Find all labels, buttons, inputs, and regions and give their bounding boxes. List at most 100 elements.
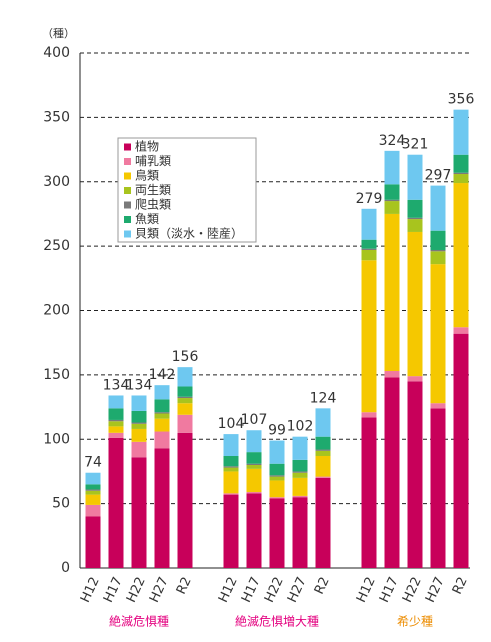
group-label: 希少種 — [397, 614, 433, 629]
bar-segment — [154, 448, 170, 568]
total-label: 356 — [448, 92, 475, 108]
total-label: 324 — [379, 133, 406, 149]
bar-segment — [292, 495, 308, 498]
bar-segment — [177, 367, 193, 387]
bar-segment — [108, 421, 124, 427]
bar-segment — [154, 412, 170, 414]
legend-swatch — [124, 172, 131, 180]
bar-segment — [315, 449, 331, 451]
bar-segment — [131, 441, 147, 458]
legend-label: 爬虫類 — [135, 198, 171, 212]
bar-segment — [131, 395, 147, 411]
y-tick-label: 300 — [43, 174, 70, 190]
total-label: 107 — [241, 412, 268, 428]
legend-label: 貝類（淡水・陸産） — [135, 226, 243, 241]
bar-segment — [430, 249, 446, 252]
bar-segment — [384, 199, 400, 202]
bar-segment — [131, 457, 147, 568]
bar-segment — [246, 463, 262, 465]
legend-box — [117, 137, 257, 243]
bar-segment — [384, 201, 400, 214]
bar-segment — [407, 231, 423, 377]
bar-segment — [453, 333, 469, 568]
bar-segment — [292, 477, 308, 496]
bar-segment — [430, 185, 446, 231]
total-label: 279 — [356, 191, 383, 207]
bar-segment — [453, 154, 469, 173]
bar-segment — [384, 371, 400, 378]
bar-segment — [315, 476, 331, 478]
legend-swatch — [124, 187, 131, 194]
x-tick-label: H27 — [423, 575, 448, 605]
bar-segment — [269, 475, 285, 477]
bar-segment — [223, 466, 239, 468]
group-label: 絶滅危惧増大種 — [235, 614, 319, 629]
bar-segment — [246, 468, 262, 493]
legend-label: 鳥類 — [135, 168, 159, 183]
bar-segment — [85, 489, 101, 491]
y-tick-label: 400 — [43, 45, 70, 61]
bar-segment — [269, 498, 285, 568]
legend-label: 哺乳類 — [135, 154, 171, 168]
bar-segment — [269, 440, 285, 464]
y-tick-label: 250 — [43, 238, 70, 254]
x-tick-label: H12 — [78, 575, 103, 605]
bar-segment — [223, 455, 239, 467]
bar-segment — [223, 467, 239, 472]
bar-segment — [269, 497, 285, 499]
legend-swatch — [124, 158, 131, 165]
bar-segment — [108, 432, 124, 438]
bar-segment — [177, 396, 193, 399]
x-tick-label: H22 — [124, 575, 149, 605]
bar-segment — [384, 184, 400, 200]
total-label: 124 — [310, 390, 337, 406]
total-label: 104 — [218, 416, 245, 432]
bar-segment — [430, 251, 446, 265]
bar-segment — [85, 494, 101, 505]
bar-segment — [131, 410, 147, 423]
bar-segment — [292, 436, 308, 460]
bar-segment — [131, 422, 147, 424]
bar-segment — [384, 213, 400, 372]
x-tick-label: R2 — [312, 575, 333, 597]
bar-segment — [85, 484, 101, 490]
bar-segment — [177, 386, 193, 397]
bar-segment — [177, 403, 193, 415]
total-label: 156 — [172, 349, 199, 365]
total-label: 99 — [268, 423, 286, 439]
bar-segment — [407, 199, 423, 218]
bar-segment — [246, 465, 262, 469]
bar-segment — [108, 395, 124, 409]
total-label: 74 — [84, 455, 102, 471]
bar-segment — [246, 492, 262, 494]
bar-segment — [177, 432, 193, 568]
bar-segment — [223, 434, 239, 456]
bar-segment — [315, 436, 331, 450]
bar-segment — [361, 412, 377, 418]
y-tick-label: 350 — [43, 109, 70, 125]
total-label: 134 — [126, 377, 153, 393]
bar-segment — [269, 463, 285, 476]
total-label: 134 — [103, 377, 130, 393]
bar-segment — [315, 477, 331, 568]
x-tick-label: R2 — [174, 575, 195, 597]
bar-segment — [292, 472, 308, 478]
x-tick-label: H22 — [400, 575, 425, 605]
bar-segment — [407, 217, 423, 220]
x-tick-label: H17 — [377, 575, 402, 605]
bar-segment — [384, 377, 400, 568]
bar-segment — [430, 264, 446, 404]
bar-segment — [269, 476, 285, 481]
bar-segment — [246, 430, 262, 453]
bar-segment — [154, 413, 170, 419]
x-tick-label: H12 — [216, 575, 241, 605]
bar-segment — [223, 471, 239, 494]
x-tick-label: H27 — [147, 575, 172, 605]
total-label: 142 — [149, 367, 176, 383]
y-tick-label: 100 — [43, 431, 70, 447]
bar-segment — [85, 516, 101, 568]
bar-segment — [361, 239, 377, 249]
bar-segment — [269, 480, 285, 498]
legend-label: 植物 — [135, 139, 159, 154]
legend-swatch — [124, 216, 131, 223]
